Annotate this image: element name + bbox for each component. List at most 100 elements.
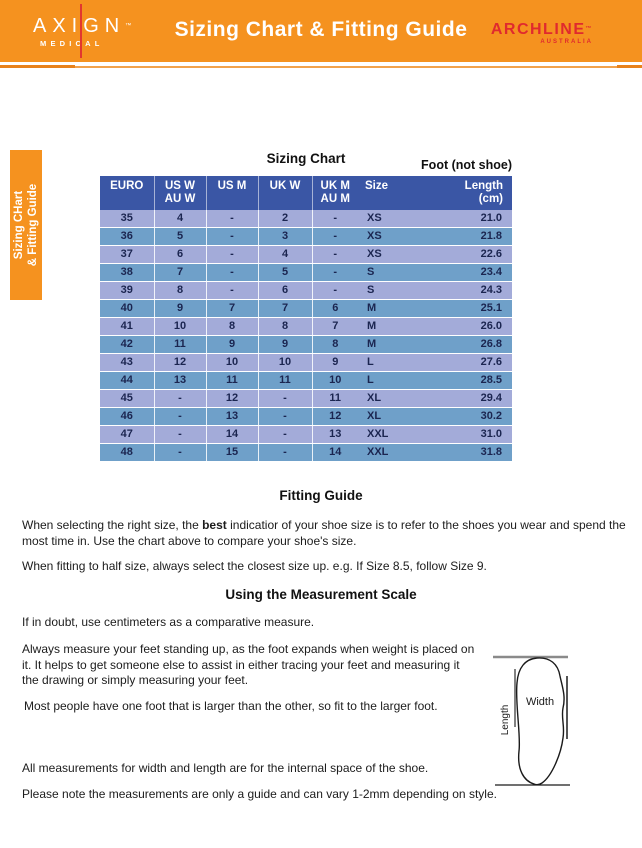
us-m-cell: 10 <box>206 353 259 372</box>
size-cell: M <box>358 317 415 336</box>
side-tab: Sizing CHart & Fitting Guide <box>10 150 42 300</box>
us-w-cell: - <box>154 389 207 408</box>
euro-cell: 38 <box>100 263 155 282</box>
measurement-paragraph-4: All measurements for width and length ar… <box>22 761 429 775</box>
us-w-cell: 6 <box>154 245 207 264</box>
header-rule <box>0 66 642 68</box>
uk-m-cell: - <box>312 227 358 246</box>
size-cell: S <box>358 281 415 300</box>
side-tab-line1: Sizing CHart <box>13 190 25 260</box>
uk-w-cell: 11 <box>258 371 313 390</box>
col-header-size: Size <box>358 176 415 210</box>
table-row: 44 13 11 11 10 L 28.5 <box>100 371 512 390</box>
table-row: 47 - 14 - 13 XXL 31.0 <box>100 425 512 444</box>
us-m-cell: 7 <box>206 299 259 318</box>
uk-m-cell: 11 <box>312 389 358 408</box>
width-label: Width <box>526 696 554 708</box>
uk-m-cell: 13 <box>312 425 358 444</box>
euro-cell: 36 <box>100 227 155 246</box>
us-w-cell: 4 <box>154 210 207 228</box>
uk-m-cell: - <box>312 281 358 300</box>
size-cell: M <box>358 299 415 318</box>
length-cell: 31.8 <box>415 443 512 462</box>
table-row: 45 - 12 - 11 XL 29.4 <box>100 389 512 408</box>
archline-trademark: ™ <box>585 26 593 32</box>
length-cell: 27.6 <box>415 353 512 372</box>
euro-cell: 39 <box>100 281 155 300</box>
uk-m-cell: 14 <box>312 443 358 462</box>
uk-w-cell: 3 <box>258 227 313 246</box>
us-w-cell: 11 <box>154 335 207 354</box>
measurement-paragraph-2: Always measure your feet standing up, as… <box>22 642 475 687</box>
uk-w-cell: - <box>258 389 313 408</box>
header-banner: AXIGN™ MEDICAL Sizing Chart & Fitting Gu… <box>0 0 642 62</box>
euro-cell: 41 <box>100 317 155 336</box>
measurement-paragraph-5: Please note the measurements are only a … <box>22 787 497 801</box>
uk-m-cell: 10 <box>312 371 358 390</box>
axign-text: AXIGN <box>33 15 125 37</box>
axign-trademark: ™ <box>125 23 132 29</box>
euro-cell: 46 <box>100 407 155 426</box>
length-cell: 22.6 <box>415 245 512 264</box>
table-row: 38 7 - 5 - S 23.4 <box>100 263 512 282</box>
measurement-paragraph-1: If in doubt, use centimeters as a compar… <box>22 615 315 629</box>
us-m-cell: - <box>206 210 259 228</box>
sizing-chart-heading: Sizing Chart <box>266 151 346 166</box>
uk-m-cell: 12 <box>312 407 358 426</box>
length-cell: 30.2 <box>415 407 512 426</box>
col-header-uk-w: UK W <box>258 176 313 210</box>
measurement-paragraph-3: Most people have one foot that is larger… <box>24 699 438 713</box>
us-w-cell: - <box>154 425 207 444</box>
length-cell: 26.0 <box>415 317 512 336</box>
foot-outline <box>515 657 565 786</box>
col-header-us-w: US W AU W <box>154 176 207 210</box>
fitting-guide-paragraph-1: When selecting the right size, the best … <box>22 518 626 548</box>
euro-cell: 40 <box>100 299 155 318</box>
euro-cell: 35 <box>100 210 155 228</box>
uk-m-cell: - <box>312 210 358 228</box>
header-rule-right-cap <box>617 65 642 68</box>
size-cell: XS <box>358 227 415 246</box>
us-w-cell: 7 <box>154 263 207 282</box>
side-tab-label: Sizing CHart & Fitting Guide <box>12 184 40 266</box>
uk-w-cell: 9 <box>258 335 313 354</box>
length-cell: 25.1 <box>415 299 512 318</box>
us-w-cell: 12 <box>154 353 207 372</box>
foot-not-shoe-label: Foot (not shoe) <box>421 158 512 172</box>
table-row: 40 9 7 7 6 M 25.1 <box>100 299 512 318</box>
us-w-cell: 9 <box>154 299 207 318</box>
length-cell: 29.4 <box>415 389 512 408</box>
size-cell: XL <box>358 407 415 426</box>
euro-cell: 48 <box>100 443 155 462</box>
euro-cell: 42 <box>100 335 155 354</box>
table-row: 48 - 15 - 14 XXL 31.8 <box>100 443 512 462</box>
side-tab-line2: & Fitting Guide <box>27 183 39 267</box>
table-row: 36 5 - 3 - XS 21.8 <box>100 227 512 246</box>
uk-m-cell: 9 <box>312 353 358 372</box>
us-w-cell: - <box>154 443 207 462</box>
us-w-cell: - <box>154 407 207 426</box>
size-cell: XS <box>358 210 415 228</box>
length-label: Length <box>500 705 511 736</box>
size-cell: XXL <box>358 425 415 444</box>
col-header-uk-m: UK M AU M <box>312 176 358 210</box>
col-header-euro: EURO <box>100 176 155 210</box>
uk-m-cell: 7 <box>312 317 358 336</box>
uk-w-cell: 7 <box>258 299 313 318</box>
uk-m-cell: 8 <box>312 335 358 354</box>
length-cell: 21.8 <box>415 227 512 246</box>
euro-cell: 44 <box>100 371 155 390</box>
size-cell: L <box>358 371 415 390</box>
uk-m-cell: - <box>312 263 358 282</box>
fitting-guide-paragraph-2: When fitting to half size, always select… <box>22 559 487 573</box>
sizing-table: EURO US W AU W US M UK W UK M AU M Size Le… <box>100 176 512 462</box>
euro-cell: 45 <box>100 389 155 408</box>
length-cell: 21.0 <box>415 210 512 228</box>
header-rule-left-cap <box>0 65 75 68</box>
archline-logo: ARCHLINE™ AUSTRALIA <box>491 21 593 45</box>
col-header-us-m: US M <box>206 176 259 210</box>
length-cell: 24.3 <box>415 281 512 300</box>
us-w-cell: 8 <box>154 281 207 300</box>
medical-label: MEDICAL <box>40 39 104 48</box>
length-cell: 31.0 <box>415 425 512 444</box>
